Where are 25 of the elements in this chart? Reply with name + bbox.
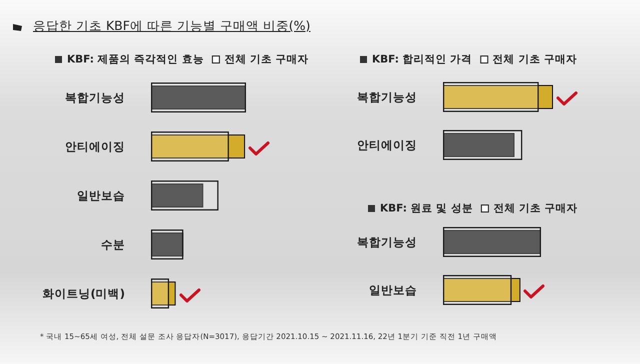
legend-label: KBF: 원료 및 성분	[380, 202, 473, 214]
y-tick-label: 일반보습	[369, 283, 417, 297]
y-tick-label: 복합기능성	[357, 235, 417, 249]
bar	[443, 85, 553, 109]
chart-title: 응답한 기초 KBF에 따른 기능별 구매액 비중(%)	[33, 18, 310, 35]
bar	[151, 184, 204, 208]
bar	[151, 132, 229, 162]
legend-label: KBF: 제품의 즉각적인 효능	[67, 54, 204, 66]
y-tick-label: 안티에이징	[65, 140, 125, 154]
bar	[151, 282, 176, 306]
y-tick-label: 복합기능성	[65, 90, 125, 104]
legend-label: 전체 기초 구매자	[493, 202, 578, 214]
bar	[443, 130, 522, 160]
y-tick-label: 복합기능성	[357, 90, 417, 104]
y-tick-label: 화이트닝(미백)	[42, 286, 125, 300]
legend-label: 전체 기초 구매자	[492, 54, 578, 66]
legend-label: 전체 기초 구매자	[224, 54, 309, 66]
y-tick-label: 일반보습	[77, 188, 125, 202]
bar	[151, 180, 218, 210]
bar	[151, 134, 246, 158]
y-tick-label: 안티에이징	[357, 138, 417, 152]
y-tick-label: 수분	[101, 238, 125, 252]
legend-label: KBF: 합리적인 가격	[372, 54, 472, 66]
bar	[151, 278, 170, 308]
bar	[443, 82, 539, 112]
